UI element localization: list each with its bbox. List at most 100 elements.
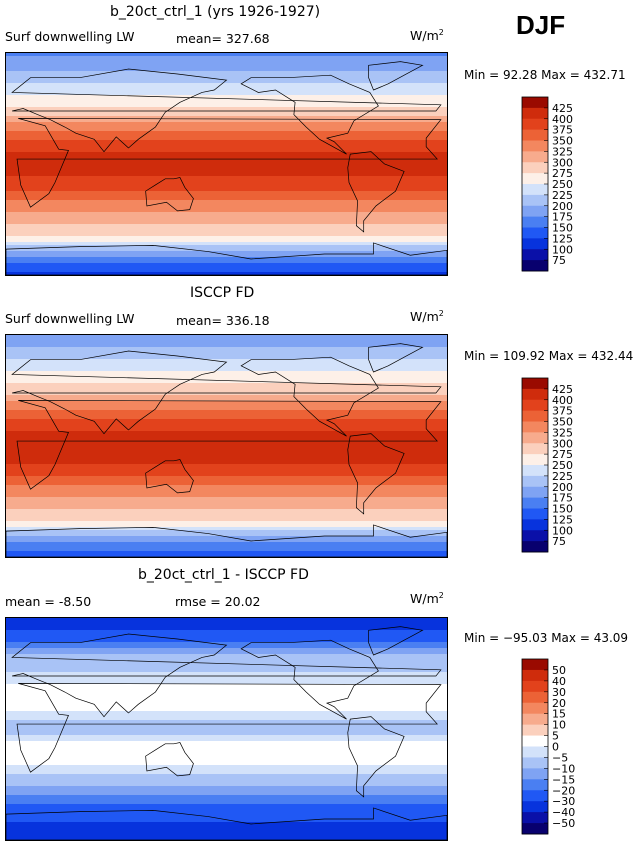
coastline-north-america xyxy=(240,74,379,155)
map-band xyxy=(6,666,447,670)
map-band xyxy=(6,254,447,258)
map-band xyxy=(6,146,447,150)
coastline-south-america xyxy=(347,716,405,798)
map-band xyxy=(6,425,447,429)
map-band xyxy=(6,194,447,198)
colorbar-tick-label: 250 xyxy=(552,459,573,472)
colorbar-tick-label: 150 xyxy=(552,503,573,516)
map-band xyxy=(6,657,447,661)
colorbar-tick-label: 375 xyxy=(552,124,573,137)
map-band xyxy=(6,77,447,81)
map-band xyxy=(6,798,447,802)
coastline-south-america xyxy=(347,433,405,515)
panel-3-title: b_20ct_ctrl_1 - ISCCP FD xyxy=(138,567,309,583)
map-band xyxy=(6,461,447,465)
map-band xyxy=(6,738,447,742)
map-band xyxy=(6,470,447,474)
colorbar-tick-label: 175 xyxy=(552,211,573,224)
map-band xyxy=(6,101,447,105)
panel-1-map xyxy=(5,52,448,276)
map-band xyxy=(6,221,447,225)
colorbar-tick-label: 100 xyxy=(552,524,573,537)
map-band xyxy=(6,266,447,270)
map-band xyxy=(6,515,447,519)
map-band xyxy=(6,71,447,75)
map-band xyxy=(6,828,447,832)
colorbar-swatch xyxy=(522,713,548,726)
season-label: DJF xyxy=(516,10,566,40)
map-band xyxy=(6,419,447,423)
map-band xyxy=(6,621,447,625)
map-band xyxy=(6,149,447,153)
coastline-africa xyxy=(16,683,442,773)
map-band xyxy=(6,648,447,652)
map-band xyxy=(6,212,447,216)
colorbar-swatch xyxy=(522,260,548,272)
map-band xyxy=(6,83,447,87)
panel-2-title: ISCCP FD xyxy=(190,285,255,301)
colorbar-swatch xyxy=(522,757,548,769)
map-band xyxy=(6,248,447,252)
colorbar-swatch xyxy=(522,388,548,401)
map-band xyxy=(6,122,447,126)
map-band xyxy=(6,512,447,516)
map-band xyxy=(6,128,447,132)
map-band xyxy=(6,693,447,697)
map-band xyxy=(6,134,447,138)
map-band xyxy=(6,350,447,354)
colorbar-swatch xyxy=(522,162,548,174)
colorbar-swatch xyxy=(522,519,548,531)
map-band xyxy=(6,227,447,231)
map-band xyxy=(6,452,447,456)
map-band xyxy=(6,395,447,399)
colorbar-tick-label: −50 xyxy=(552,817,575,830)
map-band xyxy=(6,182,447,186)
map-band xyxy=(6,723,447,727)
map-band xyxy=(6,476,447,480)
map-band xyxy=(6,681,447,685)
colorbar-tick-label: −20 xyxy=(552,784,575,797)
map-band xyxy=(6,386,447,390)
colorbar-swatch xyxy=(522,497,548,509)
map-band xyxy=(6,200,447,204)
map-band xyxy=(6,768,447,772)
map-band xyxy=(6,533,447,537)
map-band xyxy=(6,449,447,453)
map-band xyxy=(6,137,447,141)
map-band xyxy=(6,410,447,414)
panel-2-map-svg xyxy=(6,335,447,557)
colorbar-tick-label: −40 xyxy=(552,806,575,819)
map-band xyxy=(6,431,447,435)
colorbar-swatch xyxy=(522,768,548,780)
panel-1-mean: mean= 327.68 xyxy=(176,31,270,46)
map-band xyxy=(6,251,447,255)
colorbar-tick-label: −15 xyxy=(552,773,575,786)
colorbar-tick-label: 375 xyxy=(552,405,573,418)
colorbar-swatch xyxy=(522,173,548,185)
map-band xyxy=(6,371,447,375)
colorbar-tick-label: 400 xyxy=(552,113,573,126)
map-band xyxy=(6,639,447,643)
map-band xyxy=(6,756,447,760)
map-band xyxy=(6,191,447,195)
colorbar-tick-label: 20 xyxy=(552,697,566,710)
colorbar-swatch xyxy=(522,184,548,196)
colorbar-swatch xyxy=(522,194,548,207)
colorbar-tick-label: 125 xyxy=(552,513,573,526)
map-band xyxy=(6,272,447,275)
map-band xyxy=(6,209,447,213)
map-band xyxy=(6,690,447,694)
map-band xyxy=(6,530,447,534)
map-band xyxy=(6,380,447,384)
map-band xyxy=(6,56,447,60)
map-band xyxy=(6,86,447,90)
map-band xyxy=(6,458,447,462)
map-band xyxy=(6,729,447,733)
colorbar-swatch xyxy=(522,669,548,682)
map-band xyxy=(6,59,447,63)
map-band xyxy=(6,548,447,552)
colorbar-tick-label: 200 xyxy=(552,481,573,494)
panel-1-colorbar: 425 400 375 350 325 300 275 250 225 200 175 150 125 1… xyxy=(521,96,573,272)
map-band xyxy=(6,161,447,165)
colorbar-tick-label: 0 xyxy=(552,741,559,754)
